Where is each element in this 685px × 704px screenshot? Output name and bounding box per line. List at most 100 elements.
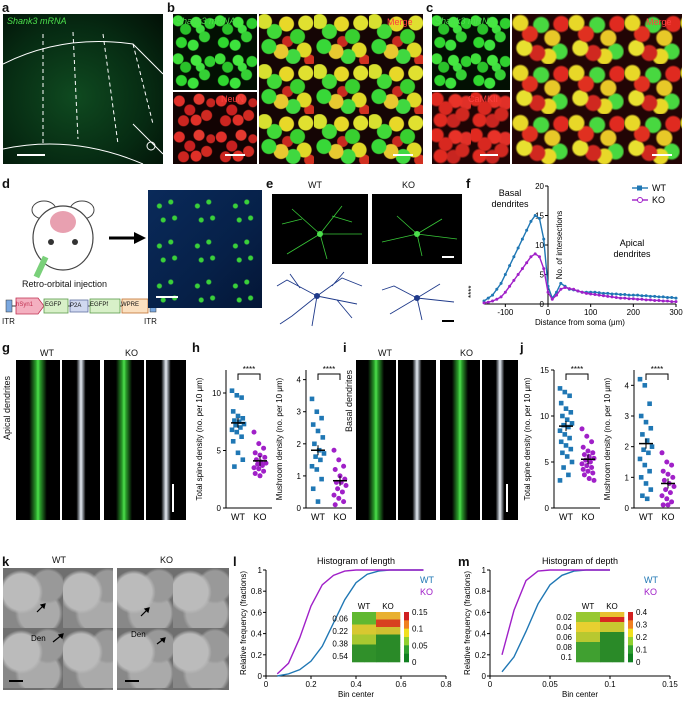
heatmap-cell bbox=[612, 622, 625, 628]
heatmap-cell bbox=[364, 639, 377, 643]
heatmap-cell bbox=[600, 632, 613, 638]
legend-label-ko: KO bbox=[420, 587, 433, 597]
data-point-wt bbox=[636, 293, 640, 297]
data-point-wt bbox=[499, 281, 503, 285]
panel-i-ko-reconstruction bbox=[482, 360, 518, 520]
annotation-apical: Apical bbox=[620, 238, 645, 248]
data-point-ko bbox=[579, 461, 585, 467]
significance: **** bbox=[571, 365, 583, 374]
heatmap-cell bbox=[364, 629, 377, 633]
data-point-ko bbox=[491, 299, 495, 303]
construct-egfp: EGFP bbox=[45, 302, 62, 308]
data-point-wt bbox=[557, 428, 563, 434]
heatmap-cell bbox=[388, 612, 401, 615]
y-tick-label: 0.2 bbox=[475, 651, 487, 660]
data-point-ko bbox=[579, 426, 585, 432]
x-tick-label: 200 bbox=[627, 308, 641, 317]
data-point-wt bbox=[238, 425, 243, 430]
panel-j-mushroom-chart: 0 1 2 3 4 Mushroom density (no. per 10 μm) WT K… bbox=[603, 365, 680, 522]
scale-bar bbox=[506, 484, 508, 512]
scale-bar bbox=[172, 484, 174, 512]
data-point-wt bbox=[619, 293, 623, 297]
data-point-ko bbox=[660, 502, 666, 508]
heatmap-cell bbox=[576, 627, 589, 633]
heatmap-cell bbox=[612, 627, 625, 633]
data-point-ko bbox=[664, 496, 670, 502]
panel-b-neun-label: NeuN bbox=[221, 94, 245, 104]
heatmap-cell bbox=[576, 657, 589, 663]
y-tick-label: 0 bbox=[545, 504, 550, 513]
heatmap-cell bbox=[352, 614, 365, 618]
panel-i-ko-dendrite bbox=[440, 360, 480, 520]
data-point-wt bbox=[310, 486, 316, 492]
x-tick-label: 0 bbox=[546, 308, 551, 317]
heatmap-cell bbox=[576, 647, 589, 653]
data-point-wt bbox=[561, 465, 566, 470]
scale-bar bbox=[652, 154, 672, 156]
data-point-ko bbox=[567, 287, 571, 291]
y-axis-label: Relative frequency (fractions) bbox=[463, 571, 472, 675]
data-point-wt bbox=[495, 287, 499, 291]
heatmap-row-label: 0.06 bbox=[556, 633, 572, 642]
significance: **** bbox=[323, 365, 335, 374]
construct-p2a: P2A bbox=[70, 303, 82, 309]
panel-label-a: a bbox=[2, 0, 10, 15]
data-point-ko bbox=[331, 492, 337, 498]
heatmap-cell bbox=[576, 617, 589, 623]
data-point-wt bbox=[627, 293, 631, 297]
data-point-wt bbox=[641, 447, 646, 453]
colorbar-tick-label: 0 bbox=[412, 658, 417, 667]
x-tick-label: KO bbox=[253, 512, 266, 522]
colorbar-tick-label: 0.1 bbox=[412, 625, 424, 634]
heatmap-cell bbox=[612, 612, 625, 618]
panel-label-f: f bbox=[466, 176, 471, 191]
y-tick-label: 4 bbox=[297, 376, 302, 385]
heatmap-cell bbox=[376, 622, 389, 625]
panel-label-l: l bbox=[233, 554, 237, 569]
data-point-wt bbox=[647, 401, 652, 407]
data-point-wt bbox=[491, 293, 495, 297]
y-tick-label: 1 bbox=[625, 473, 630, 482]
x-tick-label: 300 bbox=[669, 308, 683, 317]
heatmap-cell bbox=[600, 627, 613, 633]
data-point-wt bbox=[529, 219, 533, 223]
data-point-wt bbox=[233, 422, 238, 428]
data-point-wt bbox=[562, 432, 568, 437]
x-tick-label: KO bbox=[333, 512, 346, 522]
data-point-wt bbox=[232, 464, 237, 469]
y-tick-label: 1 bbox=[258, 566, 263, 575]
x-tick-label: -100 bbox=[497, 308, 514, 317]
colorbar-tick-label: 0.3 bbox=[636, 621, 648, 630]
data-point-ko bbox=[584, 463, 590, 469]
data-point-ko bbox=[589, 465, 595, 471]
data-point-ko bbox=[499, 295, 503, 299]
heatmap-row-label: 0.54 bbox=[332, 652, 348, 661]
heatmap-cell bbox=[612, 637, 625, 643]
panel-label-h: h bbox=[192, 340, 200, 355]
data-point-wt bbox=[234, 429, 240, 435]
data-point-wt bbox=[229, 388, 235, 393]
data-point-wt bbox=[644, 294, 648, 298]
heatmap-cell bbox=[376, 619, 389, 623]
heatmap-cell bbox=[576, 652, 589, 658]
panel-i-wt-reconstruction bbox=[398, 360, 436, 520]
colorbar-segment bbox=[404, 637, 409, 646]
heatmap-cell bbox=[388, 652, 401, 655]
data-point-ko bbox=[512, 278, 516, 282]
data-point-ko bbox=[590, 450, 596, 456]
data-point-ko bbox=[262, 454, 268, 460]
y-tick-label: 5 bbox=[540, 271, 545, 280]
heatmap-cell bbox=[352, 612, 365, 615]
legend-label-ko: KO bbox=[652, 195, 665, 205]
heatmap-cell bbox=[364, 617, 377, 620]
heatmap-cell bbox=[388, 649, 401, 653]
construct-hsyn1: hSyn1 bbox=[16, 302, 34, 308]
panel-i-wt-label: WT bbox=[378, 348, 392, 358]
data-point-wt bbox=[313, 454, 318, 459]
heatmap-cell bbox=[364, 622, 377, 625]
data-point-ko bbox=[259, 462, 265, 468]
data-point-wt bbox=[566, 472, 571, 478]
y-tick-label: 1 bbox=[297, 472, 302, 481]
heatmap-cell bbox=[612, 632, 625, 638]
panel-e-wt-trace bbox=[276, 271, 363, 327]
